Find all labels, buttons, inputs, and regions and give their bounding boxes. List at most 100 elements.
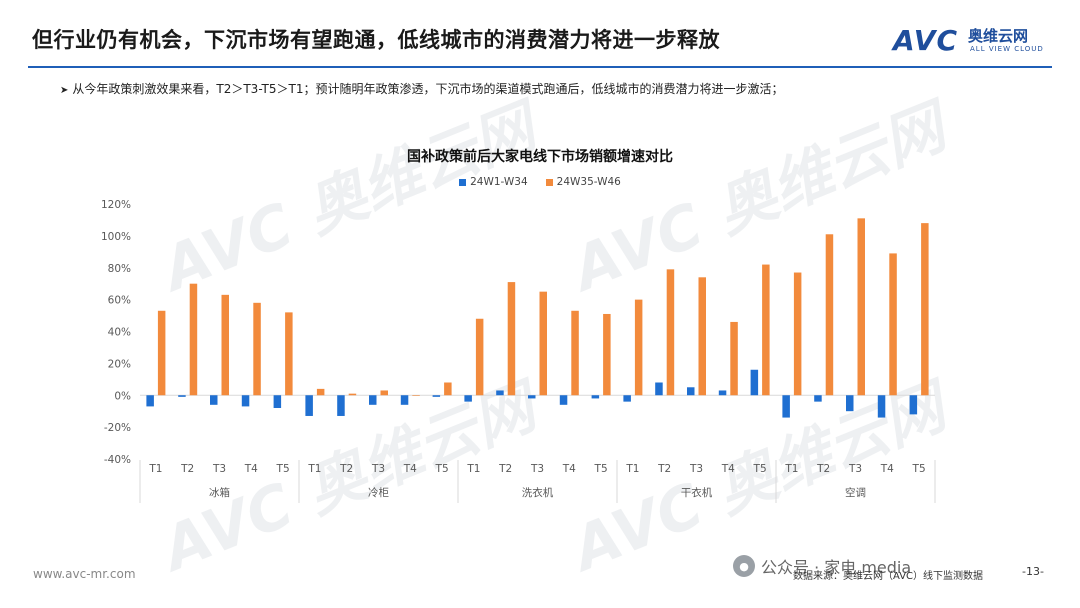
bar-series1 xyxy=(655,382,663,396)
bar-series2 xyxy=(571,310,579,396)
legend-label-series1: 24W1-W34 xyxy=(470,176,528,188)
y-tick-label: -40% xyxy=(104,454,131,466)
summary-text: 从今年政策刺激效果来看，T2＞T3-T5＞T1；预计随明年政策渗透，下沉市场的渠… xyxy=(72,82,784,96)
bar-series1 xyxy=(432,395,441,397)
bar-series2 xyxy=(793,272,802,396)
bar-series1 xyxy=(687,387,695,396)
x-tick-label: T5 xyxy=(912,463,926,475)
x-tick-label: T4 xyxy=(244,463,258,475)
logo-en-text: ALL VIEW CLOUD xyxy=(970,45,1044,53)
group-label: 洗衣机 xyxy=(522,486,554,499)
bar-series2 xyxy=(507,282,516,396)
x-tick-label: T1 xyxy=(466,463,480,475)
y-tick-label: -20% xyxy=(104,422,131,434)
bar-series2 xyxy=(412,395,420,396)
bar-series1 xyxy=(400,395,409,405)
bar-series1 xyxy=(464,395,472,402)
x-tick-label: T2 xyxy=(498,463,512,475)
x-tick-label: T2 xyxy=(816,463,830,475)
legend-item-series2: 24W35-W46 xyxy=(545,176,621,188)
x-tick-label: T5 xyxy=(753,463,767,475)
x-tick-label: T3 xyxy=(212,463,226,475)
x-tick-label: T1 xyxy=(625,463,639,475)
x-tick-label: T4 xyxy=(403,463,417,475)
legend-swatch-series1 xyxy=(459,178,467,186)
bar-series2 xyxy=(285,312,293,396)
bar-series2 xyxy=(380,390,388,396)
x-tick-label: T2 xyxy=(339,463,353,475)
wechat-icon: ● xyxy=(733,555,755,577)
bar-series2 xyxy=(921,223,929,396)
bar-series1 xyxy=(273,395,282,408)
group-label: 冷柜 xyxy=(368,486,389,499)
bar-series2 xyxy=(825,234,834,396)
x-tick-label: T4 xyxy=(721,463,735,475)
bar-series1 xyxy=(337,395,345,416)
bar-series1 xyxy=(750,369,759,396)
arrow-bullet-icon: ➤ xyxy=(60,85,69,96)
bar-series2 xyxy=(444,382,452,396)
bar-series2 xyxy=(698,277,706,396)
footer-url: www.avc-mr.com xyxy=(33,567,136,581)
y-tick-label: 0% xyxy=(114,390,131,402)
bar-series2 xyxy=(157,310,166,396)
bar-series2 xyxy=(189,283,198,396)
bar-series1 xyxy=(178,395,186,397)
y-tick-label: 60% xyxy=(108,295,131,307)
group-label: 冰箱 xyxy=(209,486,230,499)
x-tick-label: T3 xyxy=(848,463,862,475)
bar-series2 xyxy=(539,291,547,396)
y-tick-label: 20% xyxy=(108,358,131,370)
page-title: 但行业仍有机会，下沉市场有望跑通，低线城市的消费潜力将进一步释放 xyxy=(32,28,720,52)
bar-series1 xyxy=(718,390,727,396)
data-source-note: 数据来源：奥维云网（AVC）线下监测数据 xyxy=(793,571,984,582)
legend-item-series1: 24W1-W34 xyxy=(459,176,528,188)
bar-series1 xyxy=(909,395,918,415)
summary-bullet: ➤ 从今年政策刺激效果来看，T2＞T3-T5＞T1；预计随明年政策渗透，下沉市场的… xyxy=(60,80,783,97)
bar-series1 xyxy=(305,395,313,416)
logo-cn-text: 奥维云网 xyxy=(968,27,1029,45)
x-tick-label: T2 xyxy=(180,463,194,475)
page-number: -13- xyxy=(1022,565,1044,578)
bar-series2 xyxy=(730,321,738,396)
bar-series1 xyxy=(846,395,854,412)
bar-series1 xyxy=(877,395,886,418)
group-label: 干衣机 xyxy=(681,486,713,499)
x-tick-label: T5 xyxy=(594,463,608,475)
bar-series2 xyxy=(634,299,643,396)
x-tick-label: T5 xyxy=(435,463,449,475)
legend-swatch-series2 xyxy=(545,178,553,186)
header-divider xyxy=(28,66,1052,68)
bar-series2 xyxy=(889,253,897,396)
bar-series2 xyxy=(348,393,357,396)
x-tick-label: T5 xyxy=(276,463,290,475)
wechat-badge: ● 公众号 · 家电 media xyxy=(733,554,911,578)
bar-series2 xyxy=(475,318,484,396)
chart-legend: 24W1-W34 24W35-W46 xyxy=(0,176,1080,188)
bar-series1 xyxy=(814,395,822,402)
bar-series2 xyxy=(221,294,229,396)
bar-series2 xyxy=(762,264,770,396)
chart-title: 国补政策前后大家电线下市场销额增速对比 xyxy=(407,149,673,165)
x-tick-label: T1 xyxy=(148,463,162,475)
bar-series1 xyxy=(559,395,568,405)
bar-series1 xyxy=(241,395,250,407)
bar-series2 xyxy=(316,388,325,396)
y-tick-label: 80% xyxy=(108,263,131,275)
bar-series1 xyxy=(210,395,218,405)
bar-series2 xyxy=(603,313,611,396)
bar-series1 xyxy=(369,395,377,405)
logo-mark: AVC xyxy=(893,24,958,57)
bar-series2 xyxy=(253,302,261,396)
x-tick-label: T4 xyxy=(880,463,894,475)
bar-series2 xyxy=(857,218,865,396)
bar-series2 xyxy=(666,269,675,396)
bar-series1 xyxy=(782,395,790,418)
bar-series1 xyxy=(623,395,631,402)
wechat-text: 公众号 · 家电 media xyxy=(761,558,912,577)
x-tick-label: T1 xyxy=(307,463,321,475)
y-tick-label: 120% xyxy=(101,199,131,211)
x-tick-label: T1 xyxy=(784,463,798,475)
x-tick-label: T3 xyxy=(689,463,703,475)
